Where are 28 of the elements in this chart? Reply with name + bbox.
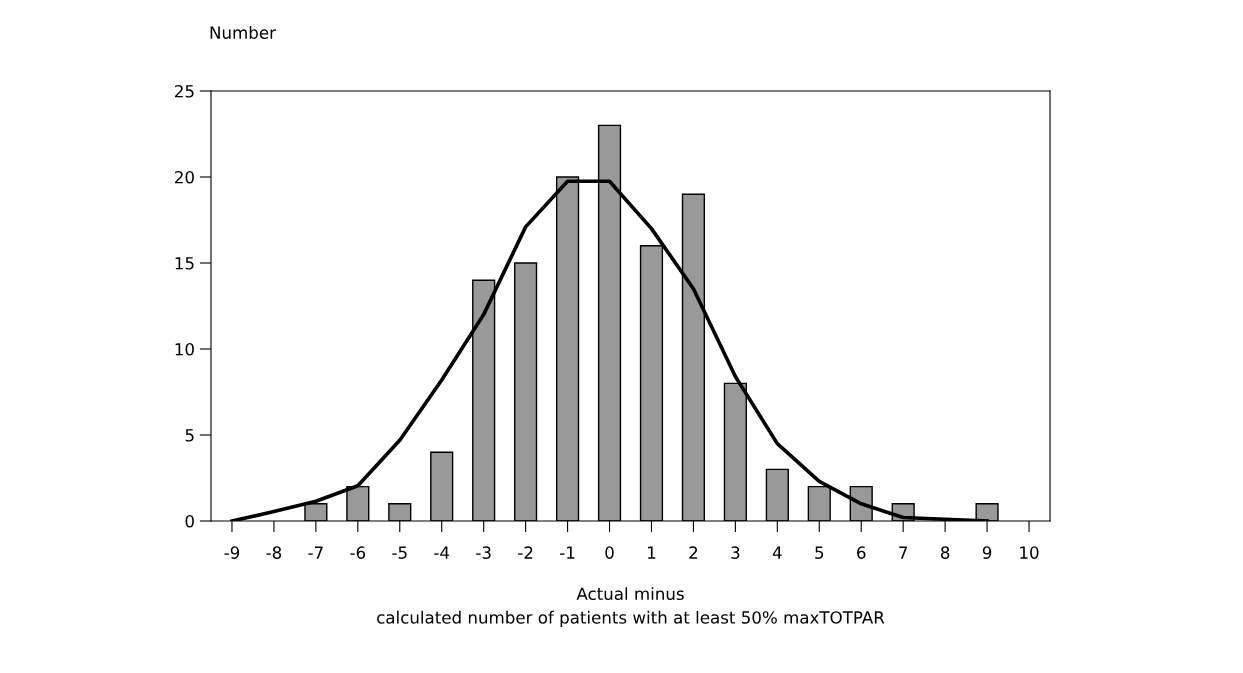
x-tick-label: -7 — [308, 546, 323, 559]
x-tick-label: -4 — [434, 546, 450, 559]
x-tick-label: 4 — [772, 546, 782, 559]
x-axis-title: Actual minus calculated number of patients with at least 50% maxTOTPAR — [377, 587, 885, 627]
y-axis-title: Number — [210, 26, 276, 39]
x-tick-label: 9 — [982, 546, 992, 559]
x-tick-label: 10 — [1020, 546, 1039, 559]
x-tick-label: -1 — [560, 546, 575, 559]
x-tick-label: -2 — [518, 546, 533, 559]
x-tick-label: 3 — [731, 546, 740, 559]
x-tick-label: -8 — [266, 546, 282, 559]
x-tick-label: -3 — [476, 546, 491, 559]
x-tick-label: -6 — [350, 546, 366, 559]
x-tick-label: 7 — [899, 546, 908, 559]
x-tick-label: 5 — [815, 546, 824, 559]
x-tick-label: 1 — [648, 546, 656, 559]
x-tick-label: -5 — [392, 546, 407, 559]
x-tick-label: 0 — [605, 546, 614, 559]
x-tick-label: 6 — [857, 546, 866, 559]
x-tick-label: -9 — [224, 546, 240, 559]
y-tick-label: 20 — [175, 170, 194, 184]
y-tick-label: 5 — [185, 429, 194, 442]
y-tick-label: 25 — [175, 84, 194, 98]
x-tick-label: 8 — [940, 546, 950, 559]
x-tick-label: 2 — [689, 546, 698, 559]
y-tick-label: 15 — [175, 257, 194, 270]
y-tick-label: 0 — [185, 514, 194, 528]
y-tick-label: 10 — [175, 342, 194, 356]
